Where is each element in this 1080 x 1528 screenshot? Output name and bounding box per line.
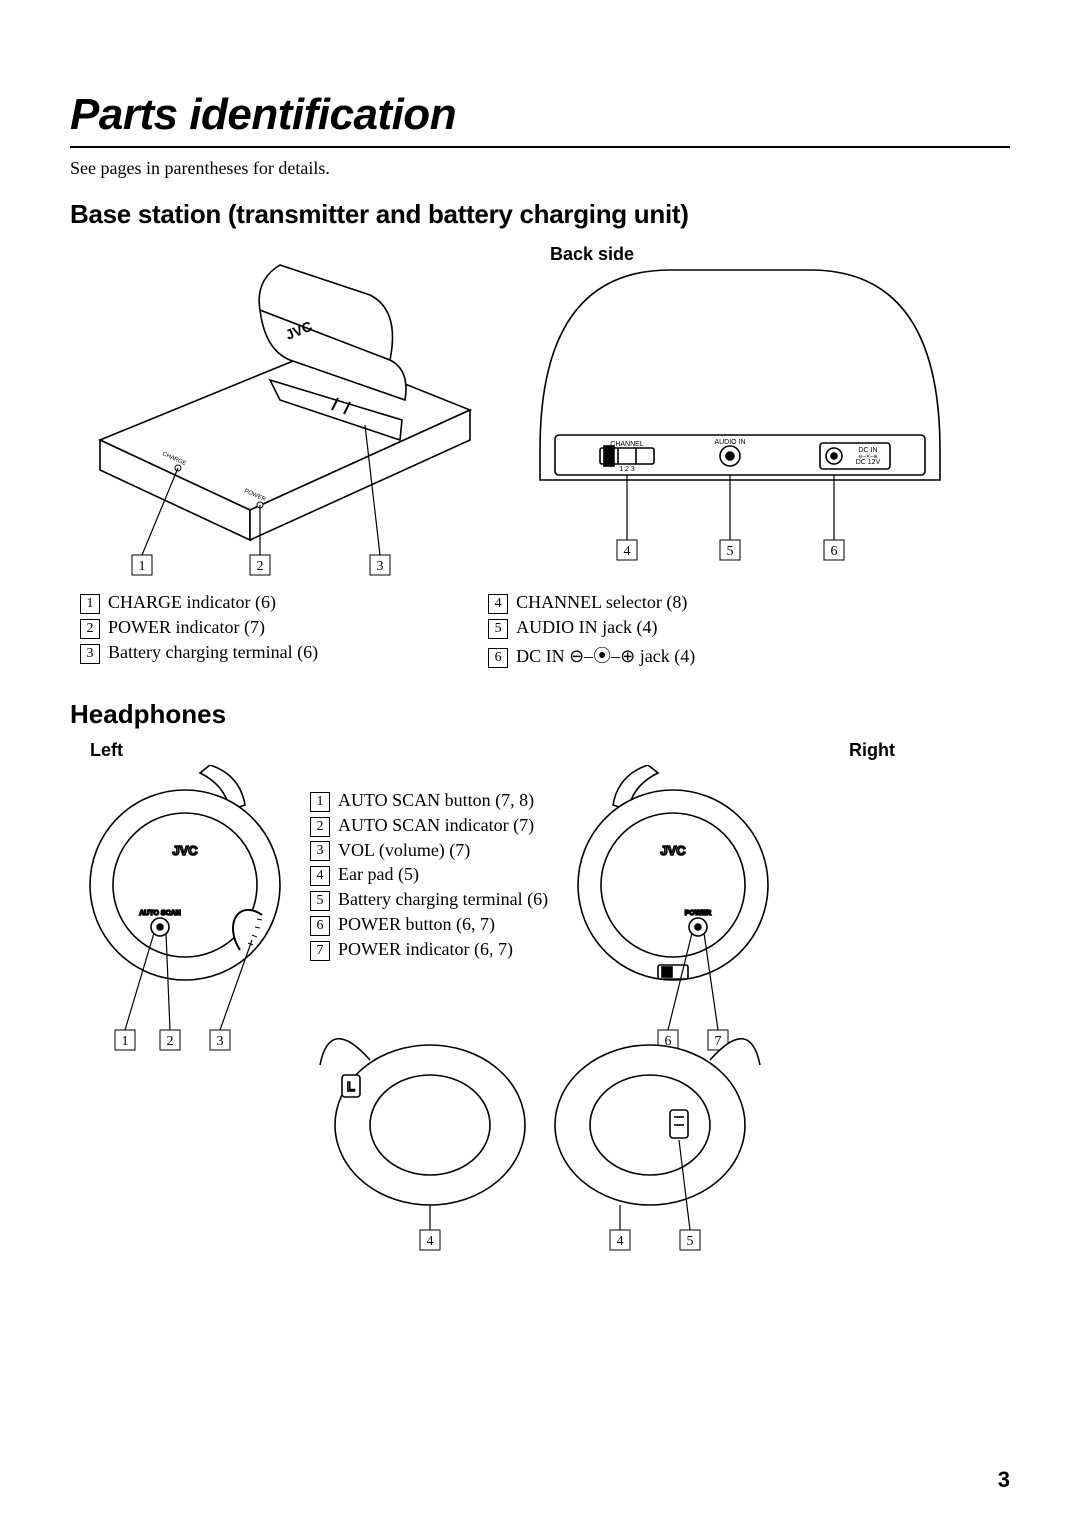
svg-text:4: 4 (624, 544, 631, 559)
base-station-heading: Base station (transmitter and battery ch… (70, 199, 1010, 230)
callouts-left-col: 1CHARGE indicator (6) 2POWER indicator (… (80, 592, 318, 671)
svg-text:7: 7 (715, 1034, 722, 1049)
hp-right-svg: JVC POWER 6 7 (558, 765, 788, 1055)
subtitle-note: See pages in parentheses for details. (70, 158, 1010, 179)
svg-text:JVC: JVC (660, 843, 686, 858)
svg-text:L: L (347, 1079, 355, 1094)
base-station-figure: JVC CHARGE POWER 1 2 3 Back s (70, 240, 1010, 580)
svg-text:5: 5 (727, 544, 734, 559)
svg-text:AUTO SCAN: AUTO SCAN (139, 910, 180, 917)
svg-text:4: 4 (617, 1234, 624, 1249)
svg-text:1: 1 (122, 1034, 129, 1049)
hp-right-label: Right (849, 740, 895, 761)
svg-text:2: 2 (167, 1034, 174, 1049)
svg-text:POWER: POWER (685, 910, 711, 917)
hp-left-svg: JVC AUTO SCAN 1 (70, 765, 300, 1055)
svg-text:DC IN: DC IN (858, 447, 877, 454)
callouts-right-col: 4CHANNEL selector (8) 5AUDIO IN jack (4)… (488, 592, 695, 671)
svg-text:3: 3 (217, 1034, 224, 1049)
page-title: Parts identification (70, 90, 1010, 140)
headphones-figure: JVC AUTO SCAN 1 (70, 765, 1010, 1055)
svg-text:1 2 3: 1 2 3 (619, 466, 635, 473)
title-rule (70, 146, 1010, 148)
base-station-front-svg: JVC CHARGE POWER 1 2 3 (70, 240, 500, 580)
svg-text:AUDIO IN: AUDIO IN (714, 439, 745, 446)
base-station-callouts: 1CHARGE indicator (6) 2POWER indicator (… (80, 592, 1010, 671)
svg-text:2: 2 (257, 559, 264, 574)
svg-text:3: 3 (377, 559, 384, 574)
svg-text:⊖–⦿–⊕: ⊖–⦿–⊕ (859, 454, 878, 460)
svg-text:5: 5 (687, 1234, 694, 1249)
hp-left-label: Left (90, 740, 123, 761)
svg-text:DC 12V: DC 12V (856, 459, 881, 466)
page-number: 3 (998, 1467, 1010, 1493)
svg-text:JVC: JVC (172, 843, 198, 858)
svg-text:4: 4 (427, 1234, 434, 1249)
hp-bottom-svg: L 4 4 5 (70, 1035, 1010, 1255)
headphones-heading: Headphones (70, 699, 1010, 730)
base-station-back-svg: Back side C (520, 240, 950, 580)
svg-text:CHANNEL: CHANNEL (610, 441, 644, 448)
svg-text:6: 6 (831, 544, 838, 559)
back-side-label: Back side (550, 244, 634, 264)
svg-text:1: 1 (139, 559, 146, 574)
hp-center-callouts: 1AUTO SCAN button (7, 8) 2AUTO SCAN indi… (310, 765, 548, 964)
